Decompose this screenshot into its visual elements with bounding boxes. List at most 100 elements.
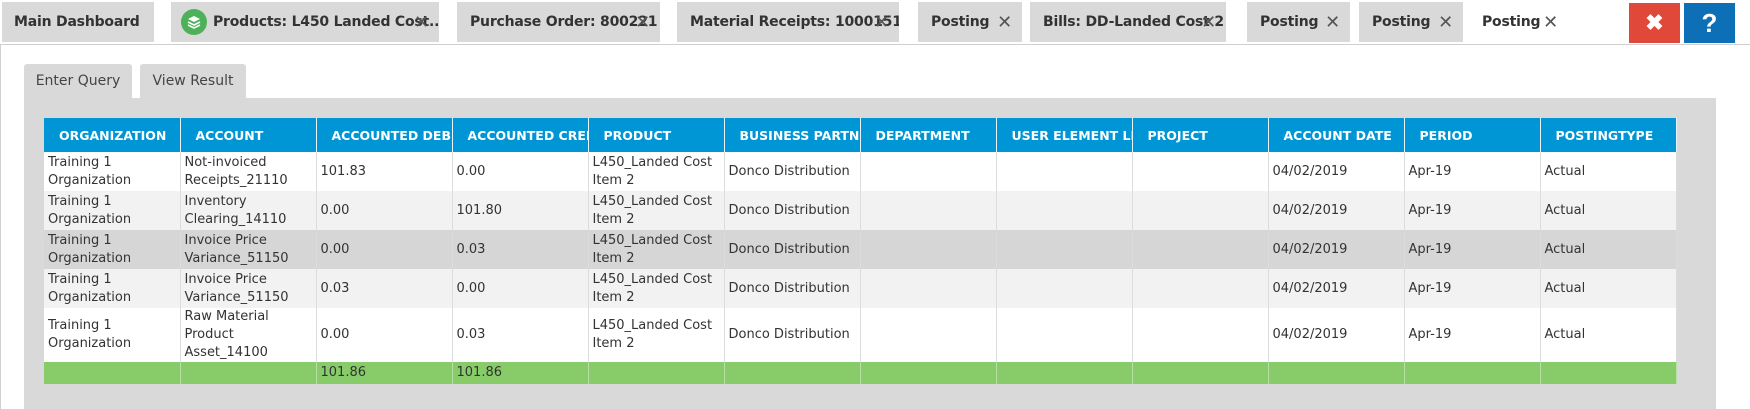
cell-organization: Training 1 Organization	[44, 230, 181, 269]
tab-bills[interactable]: Bills: DD-Landed Cost 2 ✕	[1030, 2, 1226, 42]
cell-postingtype: Actual	[1540, 269, 1677, 308]
cell-accounted-debit: 0.03	[316, 269, 453, 308]
cell-accounted-debit: 0.00	[316, 230, 453, 269]
column-header-department[interactable]: DEPARTMENT	[860, 118, 997, 152]
column-header-account[interactable]: ACCOUNT	[180, 118, 317, 152]
tab-material-receipts[interactable]: Material Receipts: 1000151 ✕	[677, 2, 899, 42]
cell-product: L450_Landed Cost Item 2	[588, 230, 725, 269]
column-header-business-partner[interactable]: BUSINESS PARTNER	[724, 118, 861, 152]
cell-account-date: 04/02/2019	[1268, 308, 1405, 362]
cell-business-partner: Donco Distribution	[724, 269, 861, 308]
cell-project	[1132, 230, 1269, 269]
cell-account: Invoice Price Variance_51150	[180, 269, 317, 308]
tab-label: Posting	[1372, 14, 1431, 30]
total-user-element-list-1	[996, 362, 1133, 384]
tab-main-dashboard[interactable]: Main Dashboard	[2, 2, 154, 42]
total-account	[180, 362, 317, 384]
column-header-account-date[interactable]: ACCOUNT DATE	[1268, 118, 1405, 152]
cell-accounted-credit: 101.80	[452, 191, 589, 230]
tab-bar: Main Dashboard Products: L450 Landed Cos…	[0, 0, 1750, 45]
tab-posting-3[interactable]: Posting ✕	[1359, 2, 1463, 42]
cell-account: Inventory Clearing_14110	[180, 191, 317, 230]
column-header-user-element-list-1[interactable]: USER ELEMENT LIST 1	[996, 118, 1133, 152]
subtab-view-result[interactable]: View Result	[140, 64, 246, 98]
table-header-row: ORGANIZATION ACCOUNT ACCOUNTED DEBIT ACC…	[44, 118, 1677, 152]
cell-period: Apr-19	[1404, 152, 1541, 191]
cell-user-element-list-1	[996, 152, 1133, 191]
cell-user-element-list-1	[996, 191, 1133, 230]
close-tab-icon[interactable]: ✕	[414, 11, 429, 33]
subtab-label: Enter Query	[35, 73, 121, 89]
column-header-postingtype[interactable]: POSTINGTYPE	[1540, 118, 1677, 152]
cell-department	[860, 230, 997, 269]
cell-product: L450_Landed Cost Item 2	[588, 269, 725, 308]
cell-product: L450_Landed Cost Item 2	[588, 191, 725, 230]
close-tab-icon[interactable]: ✕	[997, 11, 1012, 33]
cell-accounted-debit: 101.83	[316, 152, 453, 191]
cell-account-date: 04/02/2019	[1268, 230, 1405, 269]
column-header-organization[interactable]: ORGANIZATION	[44, 118, 181, 152]
tab-label: Bills: DD-Landed Cost 2	[1043, 14, 1224, 30]
cell-account-date: 04/02/2019	[1268, 191, 1405, 230]
cell-user-element-list-1	[996, 308, 1133, 362]
content-border	[0, 44, 1, 409]
column-header-period[interactable]: PERIOD	[1404, 118, 1541, 152]
cell-project	[1132, 152, 1269, 191]
close-tab-icon[interactable]: ✕	[635, 11, 650, 33]
tab-posting-2[interactable]: Posting ✕	[1247, 2, 1350, 42]
cell-business-partner: Donco Distribution	[724, 230, 861, 269]
close-tab-icon[interactable]: ✕	[1201, 11, 1216, 33]
total-product	[588, 362, 725, 384]
close-tab-icon[interactable]: ✕	[874, 11, 889, 33]
tab-label: Posting	[1260, 14, 1319, 30]
cell-business-partner: Donco Distribution	[724, 191, 861, 230]
cell-department	[860, 269, 997, 308]
product-icon	[181, 9, 207, 35]
cell-organization: Training 1 Organization	[44, 269, 181, 308]
total-organization	[44, 362, 181, 384]
cell-postingtype: Actual	[1540, 191, 1677, 230]
cell-business-partner: Donco Distribution	[724, 308, 861, 362]
posting-results-table: ORGANIZATION ACCOUNT ACCOUNTED DEBIT ACC…	[44, 118, 1677, 384]
help-button[interactable]: ?	[1684, 3, 1735, 43]
cell-user-element-list-1	[996, 230, 1133, 269]
table-row[interactable]: Training 1 Organization Invoice Price Va…	[44, 269, 1677, 308]
table-row[interactable]: Training 1 Organization Not-invoiced Rec…	[44, 152, 1677, 191]
column-header-accounted-credit[interactable]: ACCOUNTED CREDIT	[452, 118, 589, 152]
cell-project	[1132, 269, 1269, 308]
tab-purchase-order[interactable]: Purchase Order: 800221 ✕	[457, 2, 660, 42]
close-tab-icon[interactable]: ✕	[1438, 11, 1453, 33]
cell-account: Raw Material Product Asset_14100	[180, 308, 317, 362]
subtab-enter-query[interactable]: Enter Query	[24, 64, 132, 98]
close-icon: ✖	[1645, 10, 1664, 35]
tab-posting-active[interactable]: Posting ✕	[1471, 2, 1567, 42]
tab-posting-1[interactable]: Posting ✕	[918, 2, 1022, 42]
cell-period: Apr-19	[1404, 230, 1541, 269]
subtab-label: View Result	[152, 73, 234, 89]
total-postingtype	[1540, 362, 1677, 384]
total-period	[1404, 362, 1541, 384]
table-row[interactable]: Training 1 Organization Raw Material Pro…	[44, 308, 1677, 362]
cell-organization: Training 1 Organization	[44, 308, 181, 362]
column-header-product[interactable]: PRODUCT	[588, 118, 725, 152]
column-header-accounted-debit[interactable]: ACCOUNTED DEBIT	[316, 118, 453, 152]
total-accounted-debit: 101.86	[316, 362, 453, 384]
total-account-date	[1268, 362, 1405, 384]
tab-label: Posting	[931, 14, 990, 30]
cell-period: Apr-19	[1404, 308, 1541, 362]
cell-department	[860, 191, 997, 230]
table-row-selected[interactable]: Training 1 Organization Invoice Price Va…	[44, 230, 1677, 269]
cell-postingtype: Actual	[1540, 230, 1677, 269]
cell-accounted-debit: 0.00	[316, 308, 453, 362]
close-tab-icon[interactable]: ✕	[1543, 11, 1558, 33]
table-row[interactable]: Training 1 Organization Inventory Cleari…	[44, 191, 1677, 230]
close-window-button[interactable]: ✖	[1629, 3, 1680, 43]
column-header-project[interactable]: PROJECT	[1132, 118, 1269, 152]
tab-products[interactable]: Products: L450 Landed Cost... ✕	[171, 2, 439, 42]
cell-organization: Training 1 Organization	[44, 152, 181, 191]
tab-label: Posting	[1482, 14, 1541, 30]
cell-department	[860, 152, 997, 191]
cell-project	[1132, 308, 1269, 362]
cell-product: L450_Landed Cost Item 2	[588, 308, 725, 362]
close-tab-icon[interactable]: ✕	[1325, 11, 1340, 33]
